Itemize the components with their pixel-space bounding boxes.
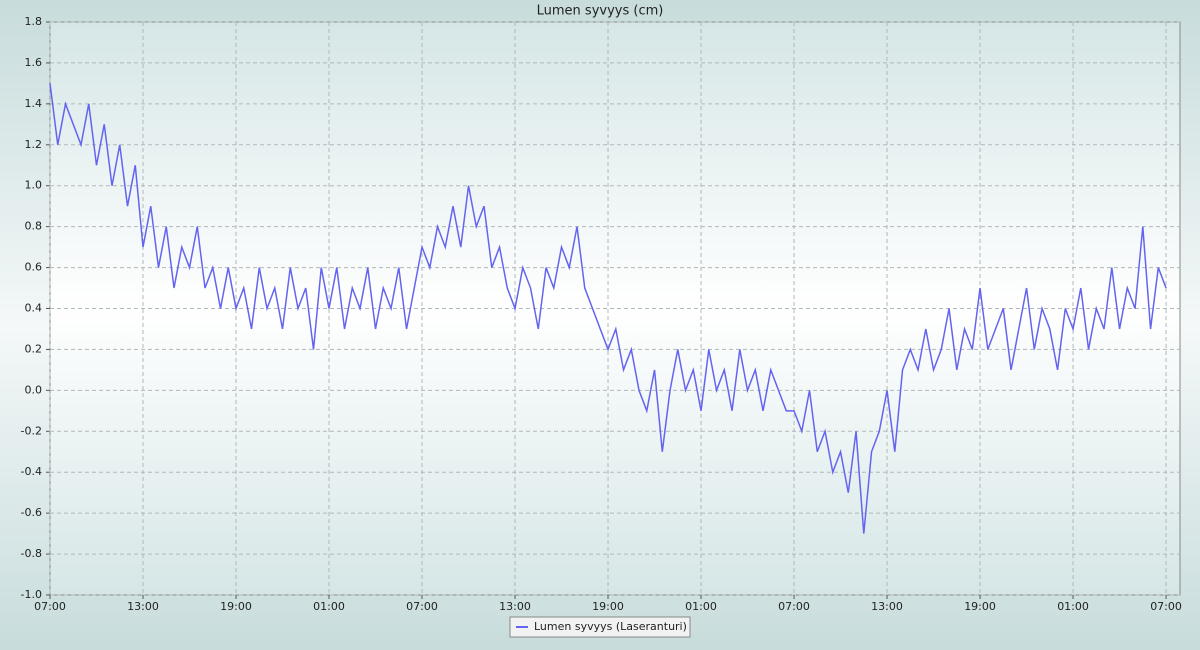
y-tick-label: 1.0 [25,179,43,192]
data-line [49,83,1167,534]
y-tick-label: -0.4 [21,465,42,478]
y-tick-label: -0.8 [21,547,42,560]
x-tick-label: 19:00 [592,600,624,613]
x-tick-label: 19:00 [220,600,252,613]
y-tick-label: -0.2 [21,424,42,437]
y-tick-label: -0.6 [21,506,42,519]
y-tick-label: 1.6 [25,56,43,69]
legend: Lumen syvyys (Laseranturi) [509,616,691,638]
y-tick-label: 1.4 [25,97,43,110]
y-tick-label: 1.8 [25,15,43,28]
x-tick-label: 13:00 [127,600,159,613]
legend-box [509,616,691,638]
y-tick-label: 0.6 [25,261,43,274]
y-tick-label: 0.4 [25,302,43,315]
x-tick-label: 01:00 [313,600,345,613]
y-tick-label: 0.2 [25,342,43,355]
x-tick-label: 01:00 [1057,600,1089,613]
x-tick-label: 07:00 [34,600,66,613]
chart-title: Lumen syvyys (cm) [537,4,664,19]
x-tick-label: 07:00 [778,600,810,613]
x-tick-label: 19:00 [964,600,996,613]
y-tick-label: 0.8 [25,220,43,233]
x-tick-label: 07:00 [406,600,438,613]
x-tick-label: 07:00 [1150,600,1182,613]
x-tick-label: 13:00 [499,600,531,613]
y-tick-label: 1.2 [25,138,43,151]
x-tick-label: 01:00 [685,600,717,613]
y-tick-label: -1.0 [21,588,42,601]
x-tick-label: 13:00 [871,600,903,613]
y-tick-label: 0.0 [25,383,43,396]
legend-label: Lumen syvyys (Laseranturi) [534,620,687,633]
